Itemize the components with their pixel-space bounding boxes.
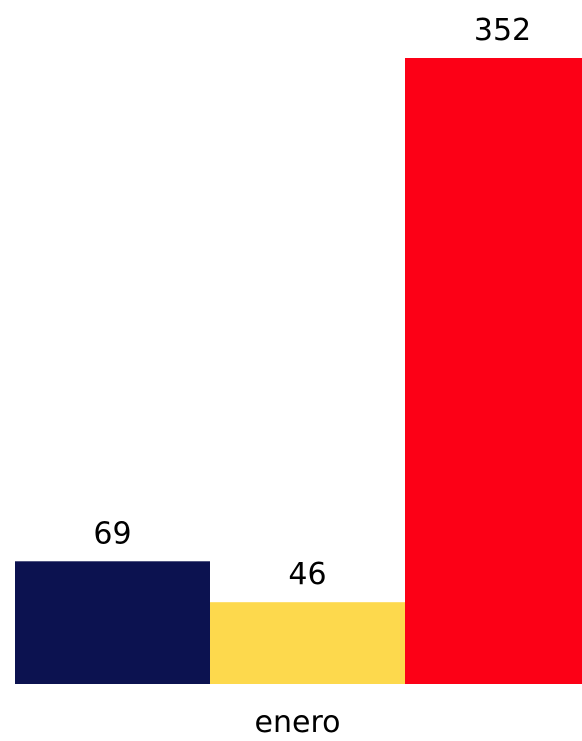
data-label: 69 bbox=[93, 516, 131, 551]
bar bbox=[210, 602, 405, 684]
bar bbox=[405, 58, 582, 684]
x-tick-label: enero bbox=[255, 705, 341, 740]
data-label: 352 bbox=[474, 13, 531, 48]
data-label: 46 bbox=[288, 557, 326, 592]
bar bbox=[15, 561, 210, 684]
